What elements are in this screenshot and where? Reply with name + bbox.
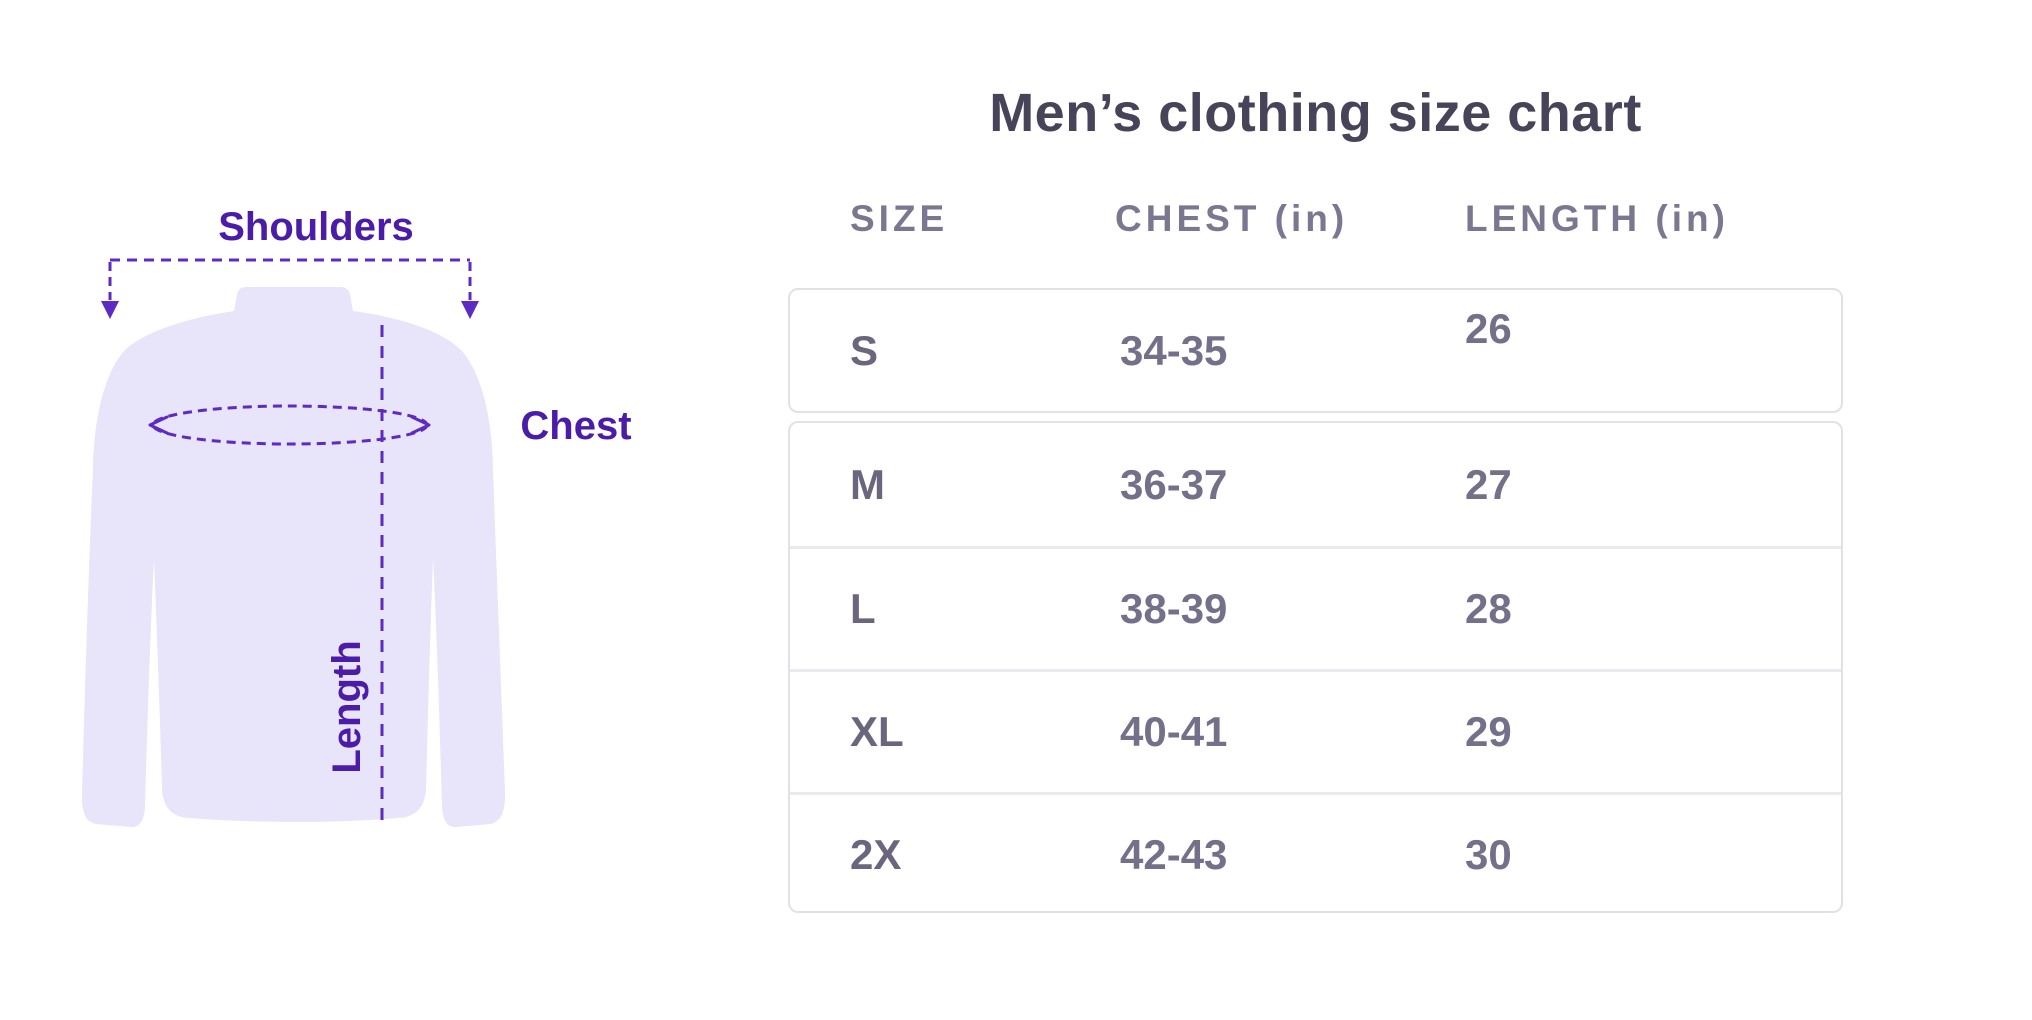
table-row: L 38-39 28 (790, 546, 1841, 669)
cell-size: 2X (850, 831, 902, 878)
table-box-sizes-m-2x: M 36-37 27 L 38-39 28 XL 40-41 29 2X 42-… (788, 421, 1843, 913)
cell-chest: 38-39 (1120, 585, 1228, 632)
cell-length: 29 (1465, 708, 1512, 755)
table-row: M 36-37 27 (790, 423, 1841, 546)
cell-chest: 36-37 (1120, 460, 1228, 508)
table-box-size-s: S 34-35 26 (788, 288, 1843, 413)
shoulders-measure-bracket (108, 258, 472, 300)
shirt-silhouette (81, 287, 506, 828)
length-label: Length (325, 640, 369, 773)
column-header-size: SIZE (850, 198, 949, 239)
cell-chest: 40-41 (1120, 708, 1228, 755)
chest-label: Chest (520, 404, 631, 448)
column-header-chest: CHEST (in) (1115, 198, 1349, 239)
table-row: XL 40-41 29 (790, 669, 1841, 792)
shirt-measurement-diagram: Shoulders Chest Length (81, 205, 632, 828)
table-row: S 34-35 26 (790, 290, 1841, 411)
shoulders-label: Shoulders (218, 205, 414, 249)
cell-size: M (850, 460, 885, 508)
table-header-row: SIZE CHEST (in) LENGTH (in) (788, 198, 1843, 239)
cell-length: 28 (1465, 585, 1512, 632)
down-arrowhead-left (101, 301, 119, 319)
cell-size: XL (850, 708, 904, 755)
cell-size: S (850, 326, 879, 374)
column-header-length: LENGTH (in) (1465, 198, 1729, 239)
cell-chest: 42-43 (1120, 831, 1228, 878)
cell-length: 27 (1465, 460, 1512, 508)
cell-length: 26 (1465, 304, 1512, 352)
chest-arrowhead-right (410, 415, 431, 435)
table-row: 2X 42-43 30 (790, 792, 1841, 915)
cell-chest: 34-35 (1120, 326, 1228, 374)
cell-size: L (850, 585, 876, 632)
down-arrowhead-right (461, 301, 479, 319)
page-title: Men’s clothing size chart (989, 83, 1642, 143)
chest-arrowhead-left (148, 415, 169, 435)
cell-length: 30 (1465, 831, 1512, 878)
